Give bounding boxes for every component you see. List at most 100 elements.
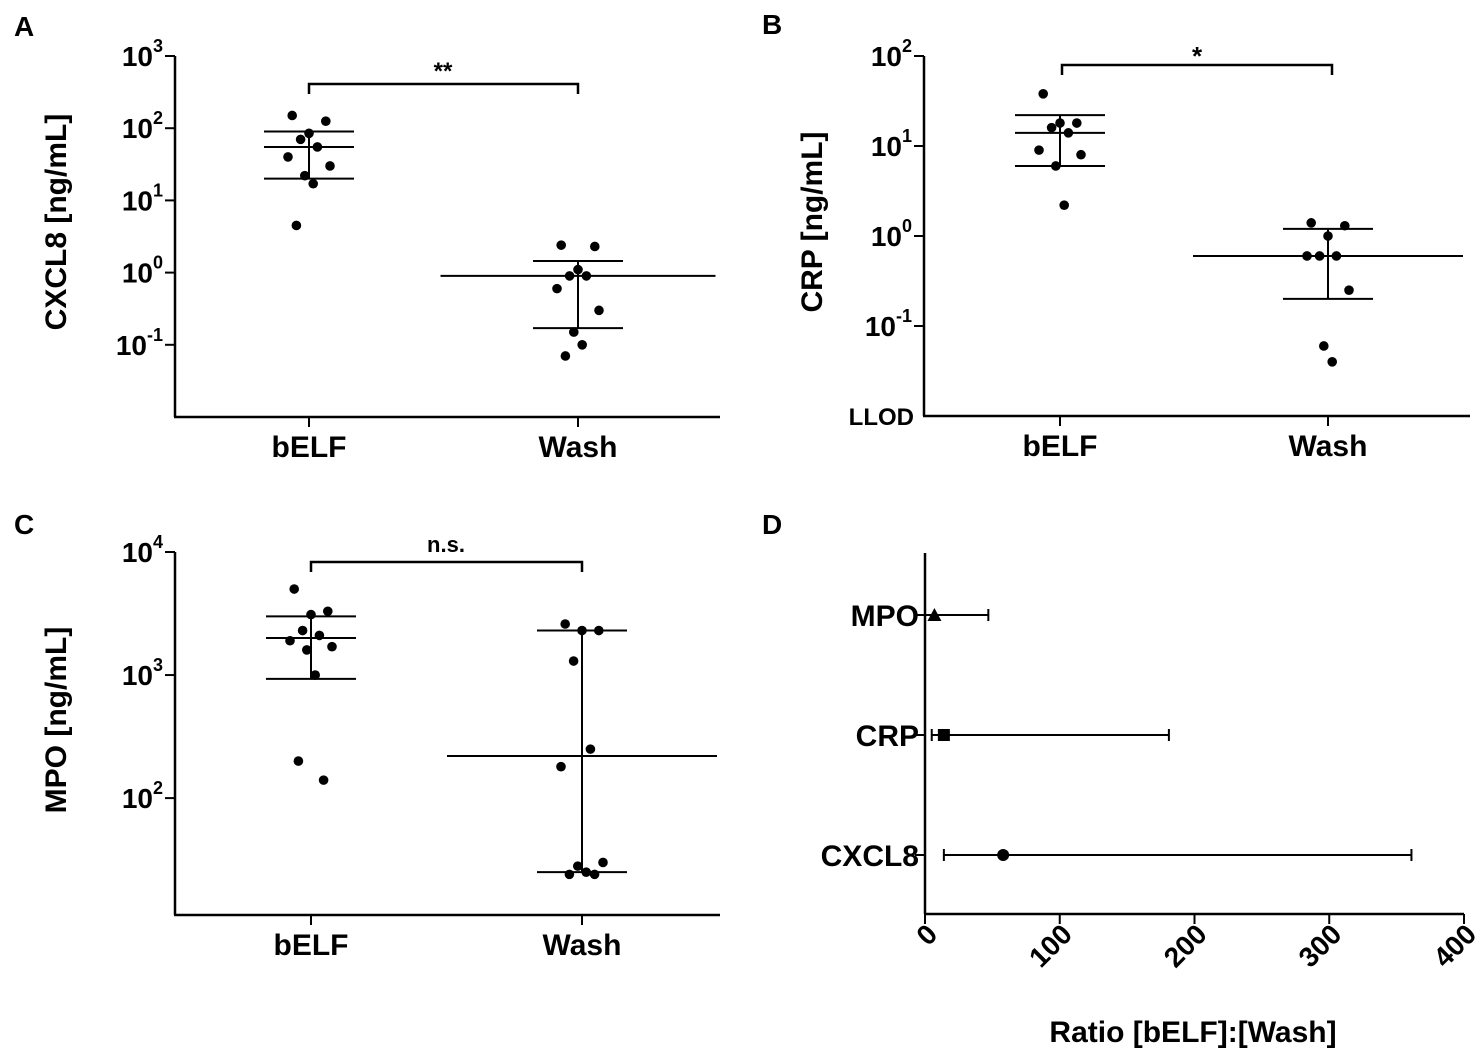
x-tick-label-d-0: 0 (910, 918, 943, 951)
data-point-a-0-9 (291, 220, 302, 231)
y-tick-exponent-a-4: -1 (147, 325, 163, 345)
panel-c: C MPO [ng/mL] 104 103 102 bELF Wash n.s. (14, 509, 720, 962)
data-point-c-1-9 (564, 869, 575, 880)
data-point-a-0-8 (308, 178, 319, 189)
data-point-a-0-0 (287, 110, 298, 121)
data-point-a-0-3 (295, 134, 306, 145)
y-tick-exponent-b-1: 1 (902, 126, 912, 146)
y-ticks-c: 104 103 102 (122, 532, 175, 814)
data-point-a-0-1 (321, 116, 331, 127)
y-tick-exponent-a-2: 1 (153, 180, 163, 200)
panel-letter-d: D (762, 509, 782, 540)
y-tick-exponent-c-1: 3 (153, 655, 163, 675)
data-point-a-1-0 (556, 240, 566, 250)
x-ticks-d: 0 100 200 300 400 (910, 914, 1477, 973)
data-point-a-1-9 (560, 351, 571, 361)
data-point-a-0-4 (312, 142, 323, 152)
x-tick-label-b-1: Wash (1289, 430, 1368, 463)
x-ticks-b: bELF Wash (1023, 416, 1368, 463)
y-tick-label-a-2: 101 (122, 180, 163, 216)
data-point-b-0-0 (1038, 89, 1048, 99)
y-tick-label-b-1: 101 (871, 126, 912, 162)
data-point-b-0-7 (1051, 161, 1061, 171)
data-points-a (264, 110, 716, 361)
data-point-b-1-0 (1306, 218, 1316, 228)
data-point-b-1-2 (1323, 231, 1333, 241)
panel-letter-c: C (14, 509, 34, 540)
data-point-b-0-6 (1076, 149, 1086, 160)
y-tick-label-a-4: 10-1 (116, 325, 163, 361)
y-tick-label-a-1: 102 (122, 108, 163, 144)
data-point-b-0-3 (1046, 122, 1057, 133)
y-tick-label-llod: LLOD (849, 404, 914, 431)
data-point-a-1-1 (590, 241, 600, 252)
data-point-c-1-6 (598, 857, 608, 868)
data-point-a-1-3 (564, 271, 575, 281)
x-tick-label-d-2: 200 (1158, 918, 1213, 973)
panel-letter-a: A (14, 11, 34, 42)
x-ticks-c: bELF Wash (274, 915, 621, 962)
data-point-c-0-8 (310, 670, 321, 680)
data-point-b-0-5 (1034, 145, 1044, 155)
x-tick-label-c-0: bELF (274, 929, 349, 962)
data-point-a-0-6 (325, 161, 335, 171)
y-ticks-b: 102 101 100 10-1 (865, 36, 924, 342)
category-label-mpo: MPO (851, 600, 919, 633)
x-tick-label-b-0: bELF (1023, 430, 1098, 463)
y-tick-exponent-c-2: 2 (153, 778, 163, 798)
y-tick-exponent-a-1: 2 (153, 108, 163, 128)
y-tick-label-b-2: 100 (871, 216, 912, 252)
y-tick-label-b-3: 10-1 (865, 306, 912, 342)
data-point-b-1-4 (1331, 251, 1342, 261)
data-point-c-0-0 (289, 584, 300, 594)
y-tick-label-c-1: 103 (122, 655, 163, 691)
data-point-c-1-1 (594, 625, 604, 636)
marker-cxcl8 (997, 849, 1010, 861)
category-label-cxcl8: CXCL8 (821, 840, 919, 873)
data-point-b-1-3 (1314, 251, 1325, 261)
data-point-c-1-8 (581, 867, 591, 877)
y-tick-label-c-0: 104 (122, 532, 163, 568)
data-point-c-1-7 (573, 861, 583, 871)
marker-mpo (927, 608, 942, 621)
data-point-a-1-2 (573, 264, 583, 275)
data-point-a-1-8 (577, 340, 587, 350)
data-points-b (1015, 89, 1463, 367)
panel-d: D MPO CRP CXCL8 0 100 200 300 400 Ratio [bELF]… (762, 509, 1477, 1049)
data-point-c-0-5 (285, 635, 295, 646)
y-tick-label-b-0: 102 (871, 36, 912, 72)
data-point-a-1-7 (569, 327, 579, 337)
x-axis-label-d: Ratio [bELF]:[Wash] (1049, 1016, 1336, 1049)
significance-label-c: n.s. (427, 532, 465, 557)
panel-letter-b: B (762, 9, 782, 40)
data-point-c-1-2 (577, 625, 587, 636)
data-point-a-0-5 (283, 152, 293, 162)
data-point-b-0-4 (1063, 128, 1074, 138)
y-axis-label-a: CXCL8 [ng/mL] (40, 114, 73, 331)
marker-crp (937, 729, 950, 741)
data-point-c-1-10 (589, 869, 600, 880)
data-point-c-0-4 (314, 630, 325, 641)
data-point-b-1-8 (1327, 357, 1337, 367)
significance-bracket-a (307, 82, 580, 94)
data-point-c-1-5 (556, 761, 566, 772)
data-point-b-0-2 (1055, 118, 1065, 128)
data-point-a-0-7 (300, 170, 310, 181)
data-point-a-0-2 (304, 128, 314, 139)
y-tick-exponent-c-0: 4 (153, 532, 163, 552)
data-point-c-0-2 (306, 609, 316, 620)
x-ticks-a: bELF Wash (272, 417, 617, 464)
significance-bracket-b (1060, 63, 1334, 75)
y-tick-exponent-a-0: 3 (153, 36, 163, 56)
data-point-b-1-5 (1302, 251, 1312, 261)
data-point-a-1-6 (594, 305, 604, 316)
data-point-b-1-7 (1319, 341, 1329, 351)
data-point-b-1-6 (1344, 285, 1354, 295)
data-point-b-1-1 (1340, 220, 1350, 231)
data-point-b-0-1 (1072, 118, 1082, 128)
y-tick-exponent-b-0: 2 (902, 36, 912, 56)
category-label-crp: CRP (856, 720, 919, 753)
